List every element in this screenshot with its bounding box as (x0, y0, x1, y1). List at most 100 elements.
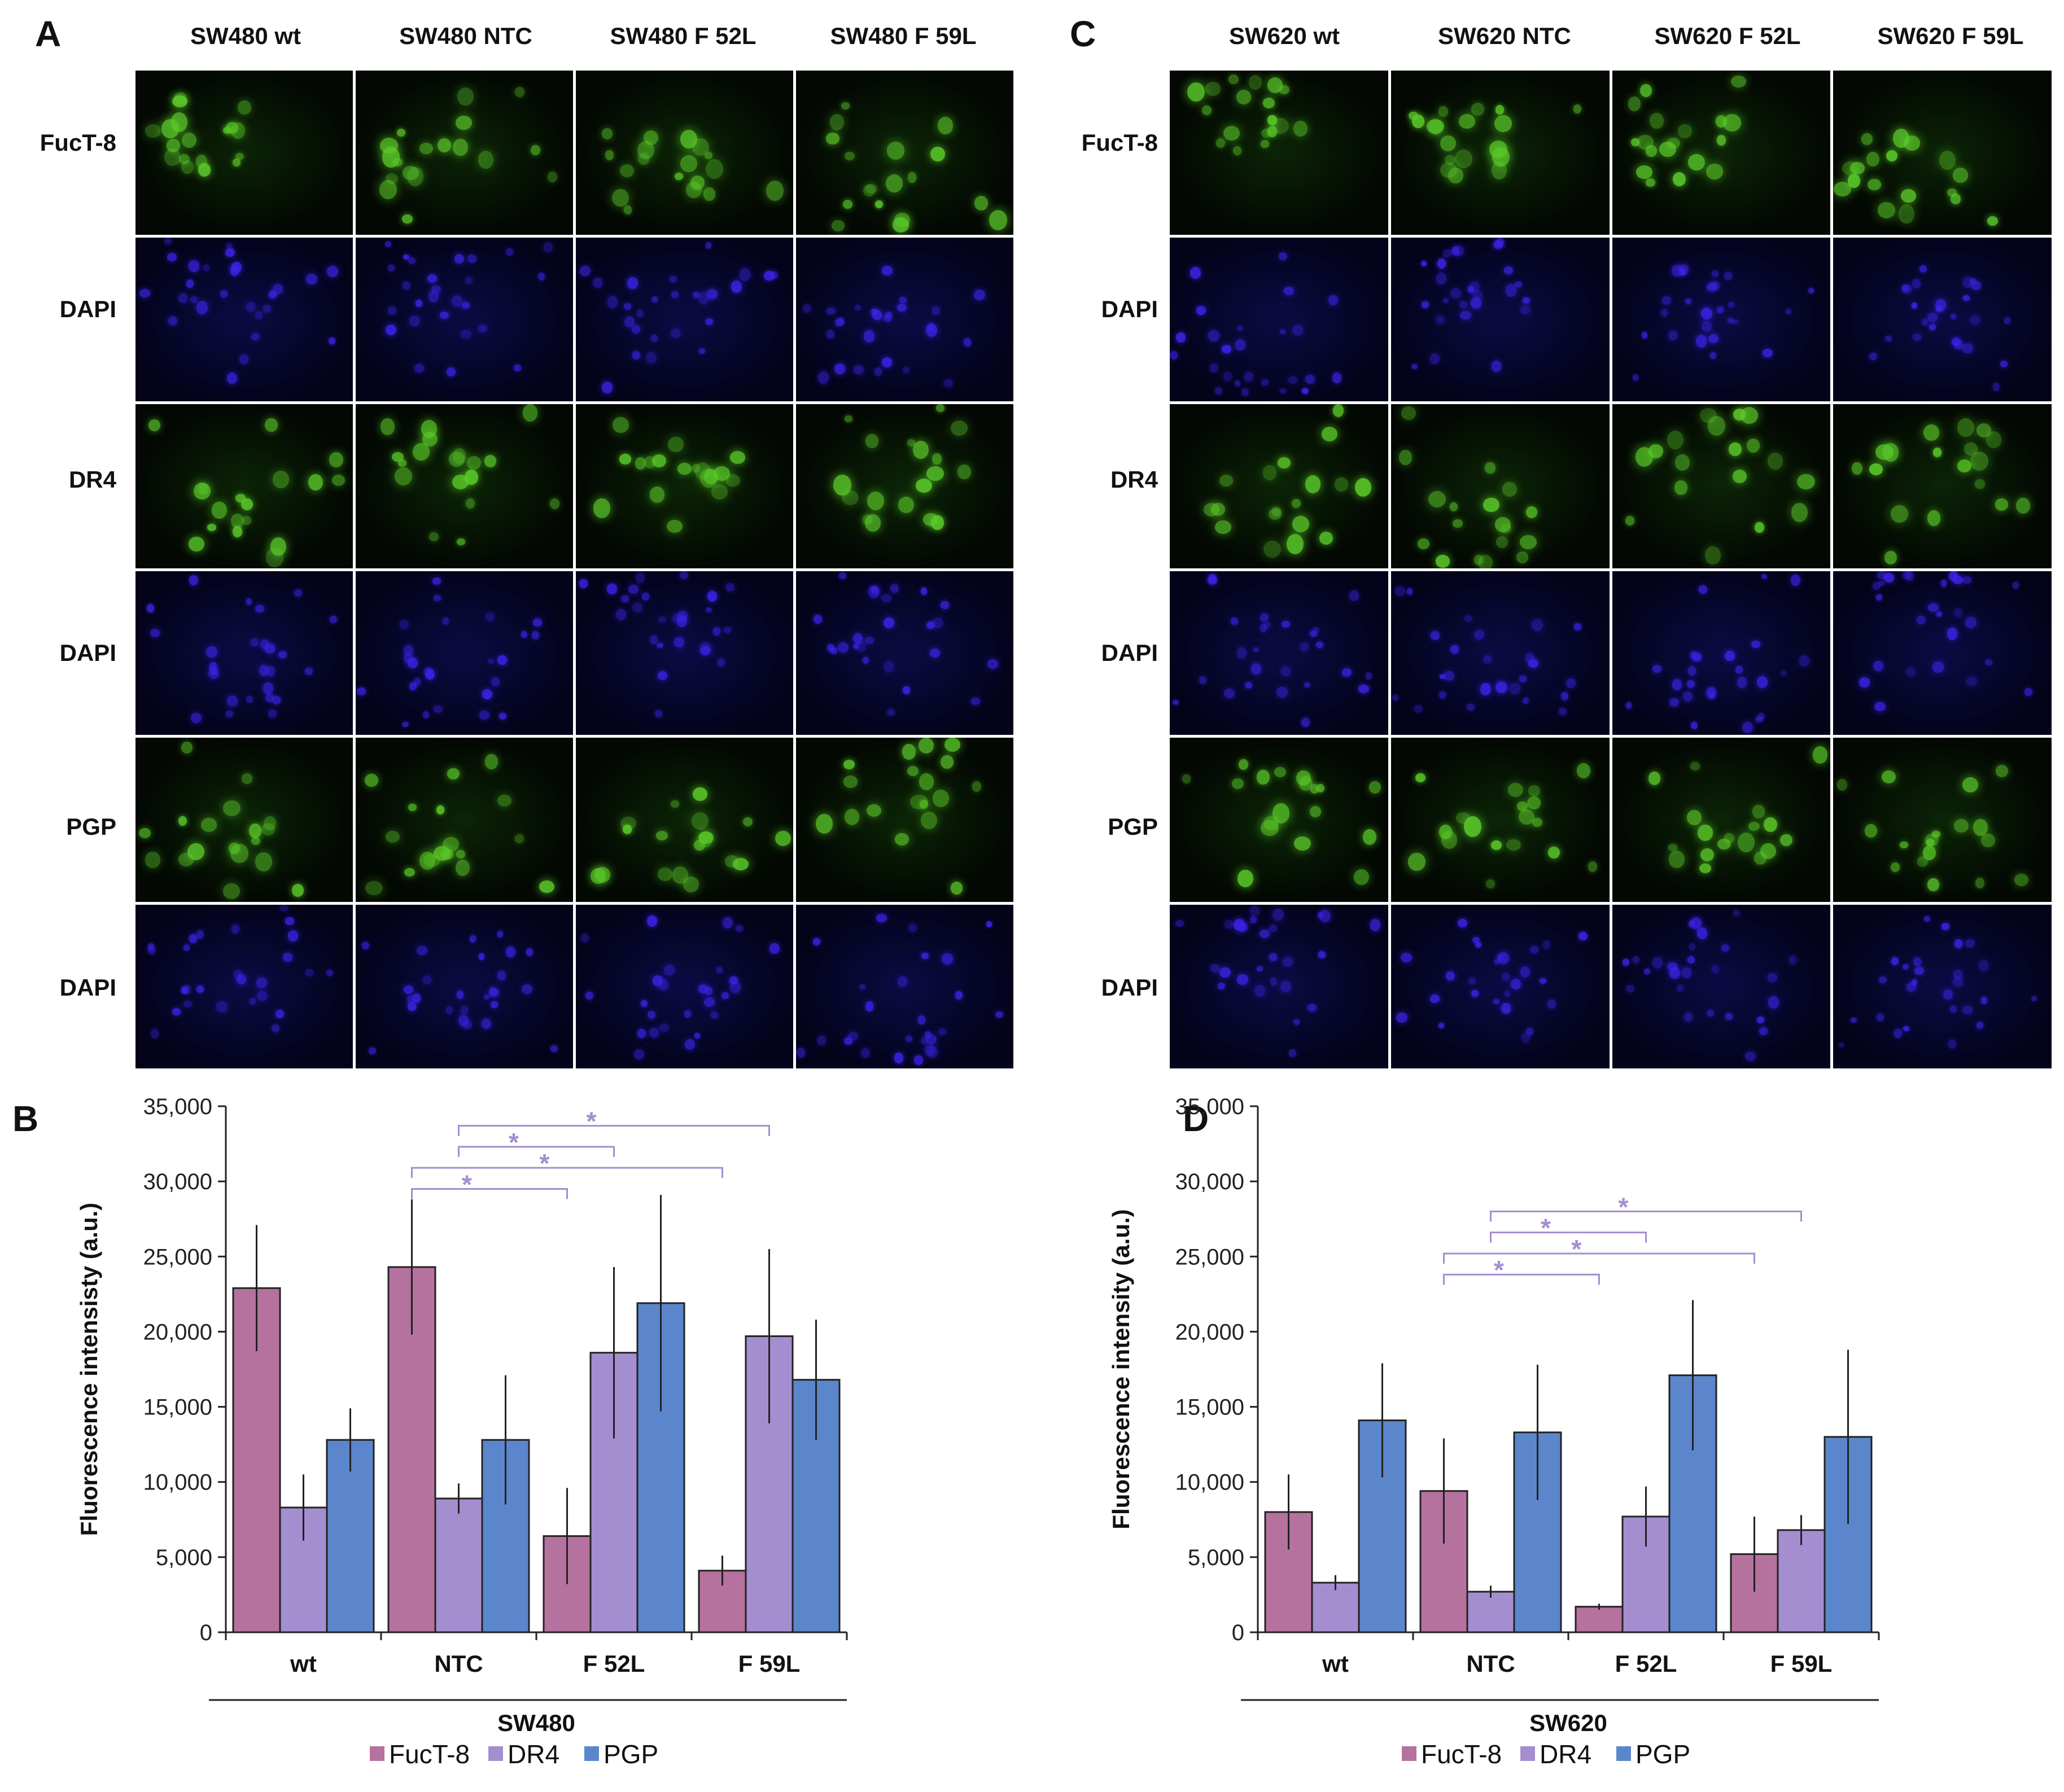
stained-cell (1573, 104, 1582, 114)
nucleus (942, 953, 954, 965)
nucleus (835, 318, 844, 327)
stained-cell (1995, 498, 2009, 511)
nucleus (1280, 329, 1286, 335)
stained-cell (1646, 144, 1658, 157)
nucleus (802, 304, 811, 313)
stained-cell (391, 452, 404, 462)
stained-cell (1922, 845, 1936, 861)
nucleus (1686, 680, 1695, 689)
nucleus (263, 682, 273, 694)
nucleus (642, 593, 650, 601)
stained-cell (1428, 490, 1446, 507)
stained-cell (1418, 538, 1429, 550)
nucleus (1851, 1017, 1857, 1023)
nucleus (497, 930, 504, 937)
nucleus (416, 299, 423, 307)
stained-cell (843, 775, 858, 788)
nucleus (902, 366, 909, 374)
stained-cell (1848, 173, 1860, 188)
micrograph-a-r5-c2 (576, 904, 793, 1068)
stained-cell (1899, 841, 1908, 848)
nucleus (150, 629, 160, 638)
stained-cell (522, 404, 538, 422)
nucleus (1780, 671, 1787, 676)
stained-cell (874, 200, 883, 208)
nucleus (592, 277, 602, 288)
stained-cell (1286, 534, 1304, 555)
stained-cell (429, 532, 439, 541)
nucleus (725, 582, 734, 592)
nucleus (1696, 927, 1708, 939)
micrograph-c-r1-c3 (1833, 237, 2052, 401)
stained-cell (223, 800, 241, 816)
nucleus (1316, 642, 1324, 649)
stained-cell (951, 420, 968, 436)
nucleus (1683, 691, 1693, 702)
nucleus (1231, 617, 1238, 625)
nucleus (1728, 302, 1734, 308)
bar-dr4-ntc (1466, 1591, 1515, 1633)
stained-cell (989, 210, 1008, 230)
nucleus (581, 933, 589, 943)
nucleus (306, 274, 317, 285)
stained-cell (178, 852, 194, 866)
nucleus (1217, 982, 1226, 990)
micrograph-a-r4-c3 (796, 738, 1013, 902)
nucleus (1623, 959, 1629, 966)
nucleus (1438, 1022, 1445, 1028)
nucleus (914, 1055, 924, 1065)
nucleus (434, 705, 443, 713)
stained-cell (619, 454, 631, 465)
nucleus (624, 316, 635, 327)
nucleus (203, 264, 210, 272)
stained-cell (1182, 774, 1191, 783)
stained-cell (235, 494, 246, 503)
nucleus (1540, 978, 1546, 984)
nucleus (385, 241, 391, 248)
nucleus (671, 328, 681, 339)
stained-cell (1668, 843, 1677, 851)
stained-cell (623, 205, 632, 214)
nucleus (864, 330, 874, 343)
nucleus (1911, 979, 1918, 985)
nucleus (1269, 953, 1277, 961)
stained-cell (1724, 833, 1735, 844)
stained-cell (380, 137, 398, 154)
nucleus (151, 1029, 159, 1039)
stained-cell (1648, 772, 1661, 786)
nucleus (1965, 939, 1975, 948)
stained-cell (255, 852, 273, 871)
nucleus (881, 594, 891, 602)
stained-cell (1321, 427, 1338, 442)
group-label: SW480 (497, 1710, 575, 1736)
significance-bracket (1443, 1273, 1600, 1285)
y-tick-label: 20,000 (143, 1320, 212, 1344)
stained-cell (1837, 778, 1848, 791)
stained-cell (145, 124, 161, 138)
stained-cell (644, 455, 656, 468)
nucleus (497, 655, 508, 665)
nucleus (632, 602, 642, 612)
nucleus (478, 325, 487, 333)
stained-cell (1669, 850, 1685, 868)
nucleus (864, 636, 874, 644)
nucleus (1450, 288, 1461, 299)
nucleus (1733, 319, 1739, 325)
micrograph-grid-c (1170, 71, 2052, 1068)
legend-swatch-dr4 (488, 1746, 503, 1761)
nucleus (635, 572, 645, 584)
bar-pgp-ntc (1513, 1431, 1562, 1633)
stained-cell (181, 132, 196, 148)
nucleus (1501, 1003, 1511, 1014)
stained-cell (1525, 506, 1537, 518)
nucleus (1225, 919, 1234, 930)
nucleus (1941, 922, 1949, 931)
stained-cell (241, 498, 253, 511)
stained-cell (242, 773, 253, 785)
stained-cell (189, 536, 204, 551)
nucleus (1270, 978, 1278, 986)
nucleus (1941, 580, 1947, 587)
stained-cell (422, 431, 438, 447)
stained-cell (1495, 517, 1511, 532)
